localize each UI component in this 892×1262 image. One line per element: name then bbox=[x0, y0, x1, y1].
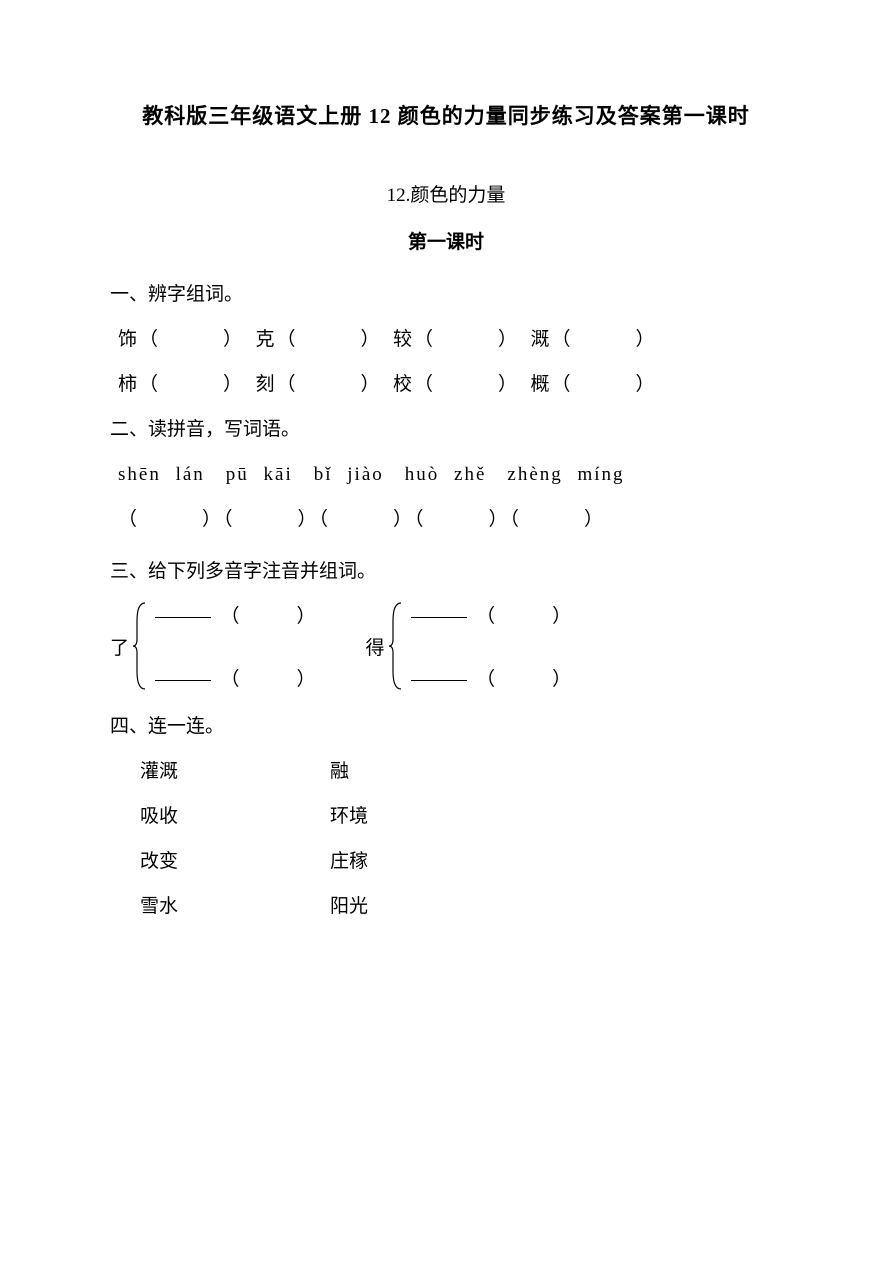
brace-container: 了 （ ） （ ） 得 （ ） （ ） bbox=[110, 601, 782, 691]
lesson-title: 12.颜色的力量 bbox=[110, 180, 782, 207]
section4-left: 雪水 bbox=[140, 891, 330, 918]
section3-heading: 三、给下列多音字注音并组词。 bbox=[110, 556, 782, 583]
brace-icon bbox=[387, 601, 405, 691]
brace-item: （ ） bbox=[155, 601, 316, 628]
section4-row: 灌溉 融 bbox=[110, 756, 782, 783]
subtitle: 第一课时 bbox=[110, 227, 782, 254]
section4-right: 阳光 bbox=[330, 891, 450, 918]
section1-row1: 饰（ ） 克（ ） 较（ ） 溉（ ） bbox=[110, 324, 782, 351]
section4-right: 庄稼 bbox=[330, 846, 450, 873]
section4-left: 吸收 bbox=[140, 801, 330, 828]
section4-right: 融 bbox=[330, 756, 450, 783]
section2-heading: 二、读拼音，写词语。 bbox=[110, 414, 782, 441]
section2-pinyin: shēn lán pū kāi bǐ jiào huò zhě zhèng mí… bbox=[110, 459, 782, 486]
section4-row: 雪水 阳光 bbox=[110, 891, 782, 918]
section4-row: 吸收 环境 bbox=[110, 801, 782, 828]
section4-heading: 四、连一连。 bbox=[110, 711, 782, 738]
brace-icon bbox=[131, 601, 149, 691]
section1-heading: 一、辨字组词。 bbox=[110, 279, 782, 306]
brace-group-1: 了 （ ） （ ） bbox=[110, 601, 316, 691]
brace-group-2: 得 （ ） （ ） bbox=[366, 601, 572, 691]
main-title: 教科版三年级语文上册 12 颜色的力量同步练习及答案第一课时 bbox=[110, 100, 782, 130]
section4-row: 改变 庄稼 bbox=[110, 846, 782, 873]
brace-item: （ ） bbox=[155, 664, 316, 691]
brace-item: （ ） bbox=[411, 601, 572, 628]
section4-left: 灌溉 bbox=[140, 756, 330, 783]
brace-char-1: 了 bbox=[110, 633, 129, 660]
brace-char-2: 得 bbox=[366, 633, 385, 660]
section2-parens: （ ）（ ）（ ）（ ）（ ） bbox=[110, 504, 782, 531]
section4-right: 环境 bbox=[330, 801, 450, 828]
section1-row2: 柿（ ） 刻（ ） 校（ ） 概（ ） bbox=[110, 369, 782, 396]
brace-item: （ ） bbox=[411, 664, 572, 691]
brace-items-1: （ ） （ ） bbox=[155, 601, 316, 691]
section4-left: 改变 bbox=[140, 846, 330, 873]
brace-items-2: （ ） （ ） bbox=[411, 601, 572, 691]
